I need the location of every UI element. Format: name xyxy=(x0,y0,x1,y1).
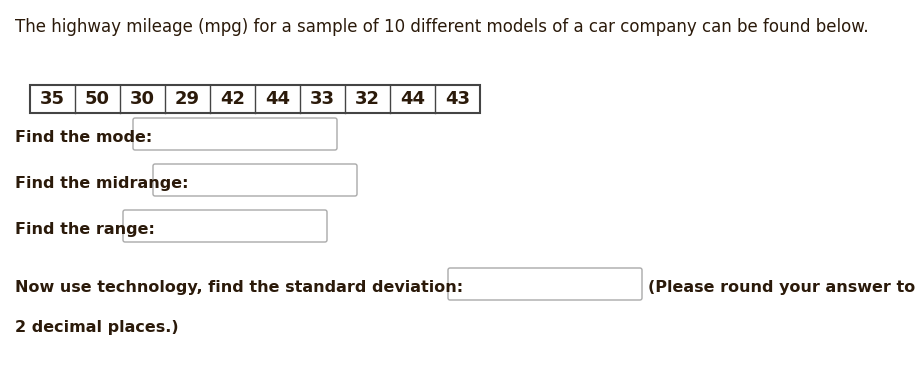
Text: Find the range:: Find the range: xyxy=(15,222,154,237)
FancyBboxPatch shape xyxy=(448,268,641,300)
Bar xyxy=(30,85,480,113)
FancyBboxPatch shape xyxy=(123,210,326,242)
Text: (Please round your answer to: (Please round your answer to xyxy=(647,280,914,295)
Text: 43: 43 xyxy=(445,90,470,108)
Text: 35: 35 xyxy=(40,90,65,108)
Text: 2 decimal places.): 2 decimal places.) xyxy=(15,320,178,335)
Text: 32: 32 xyxy=(355,90,380,108)
Text: Find the mode:: Find the mode: xyxy=(15,130,152,145)
FancyBboxPatch shape xyxy=(153,164,357,196)
Text: 44: 44 xyxy=(265,90,289,108)
Text: 50: 50 xyxy=(85,90,110,108)
Text: 42: 42 xyxy=(220,90,244,108)
FancyBboxPatch shape xyxy=(133,118,336,150)
Text: 33: 33 xyxy=(310,90,335,108)
Text: 29: 29 xyxy=(175,90,199,108)
Text: 30: 30 xyxy=(130,90,154,108)
Text: The highway mileage (mpg) for a sample of 10 different models of a car company c: The highway mileage (mpg) for a sample o… xyxy=(15,18,868,36)
Text: Find the midrange:: Find the midrange: xyxy=(15,176,188,191)
Text: 44: 44 xyxy=(400,90,425,108)
Text: Now use technology, find the standard deviation:: Now use technology, find the standard de… xyxy=(15,280,462,295)
